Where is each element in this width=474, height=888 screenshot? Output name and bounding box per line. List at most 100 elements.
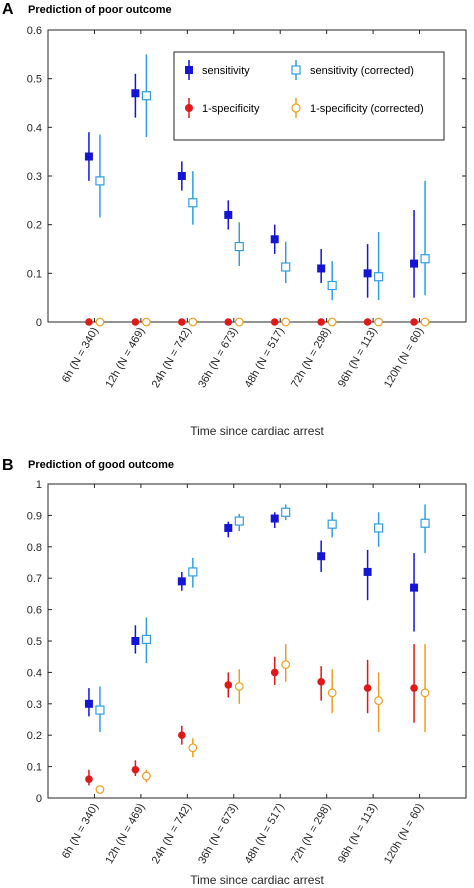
y-tick-label: 0.6 bbox=[27, 605, 42, 617]
sensitivity-corrected--point bbox=[95, 176, 105, 186]
sensitivity-point bbox=[317, 264, 326, 273]
legend-1-specificity-corrected-label: 1-specificity (corrected) bbox=[310, 103, 424, 115]
1-specificity-corrected--point bbox=[95, 317, 105, 327]
x-tick-label: 48h (N = 517) bbox=[243, 802, 287, 867]
1-specificity-corrected--point bbox=[234, 317, 244, 327]
y-tick-label: 0.3 bbox=[27, 171, 42, 183]
panel-b-plot-frame bbox=[47, 483, 467, 799]
sensitivity-point bbox=[224, 523, 233, 532]
sensitivity-corrected--point bbox=[234, 516, 244, 526]
1-specificity-corrected--point bbox=[141, 771, 151, 781]
1-specificity-corrected--point bbox=[95, 785, 105, 794]
x-tick-label: 36h (N = 673) bbox=[196, 326, 240, 391]
y-tick-label: 0.4 bbox=[27, 667, 42, 679]
panel-b-letter: B bbox=[2, 457, 14, 474]
1-specificity-point bbox=[131, 318, 140, 326]
sensitivity-corrected--point bbox=[327, 280, 337, 291]
panel-a: A Prediction of poor outcome 0 0.1 0.2 0.3 0… bbox=[2, 1, 467, 438]
sensitivity-point bbox=[177, 172, 186, 180]
1-specificity-point bbox=[410, 318, 418, 326]
legend-box bbox=[173, 51, 445, 141]
legend-entry-sensitivity-corrected: sensitivity (corrected) bbox=[291, 60, 414, 80]
y-tick-label: 0 bbox=[36, 793, 42, 805]
x-tick-label: 96h (N = 113) bbox=[336, 326, 380, 390]
sensitivity-point bbox=[224, 210, 233, 219]
1-specificity-point bbox=[363, 318, 372, 326]
legend-1-specificity-corrected-marker bbox=[291, 103, 301, 113]
x-tick-label: 12h (N = 469) bbox=[103, 802, 147, 867]
sensitivity-point bbox=[363, 567, 372, 576]
panel-b-title: Prediction of good outcome bbox=[28, 459, 174, 471]
y-tick-label: 0.5 bbox=[27, 74, 42, 86]
x-tick-label: 120h (N = 60) bbox=[382, 802, 426, 867]
y-tick-label: 0.9 bbox=[27, 510, 42, 522]
sensitivity-corrected--point bbox=[281, 507, 291, 517]
1-specificity-corrected--point bbox=[141, 317, 151, 327]
x-tick-label: 72h (N = 298) bbox=[289, 326, 333, 391]
sensitivity-corrected--point bbox=[188, 198, 198, 208]
panel-a-title: Prediction of poor outcome bbox=[28, 4, 172, 16]
x-tick-label: 12h (N = 469) bbox=[103, 326, 147, 391]
x-tick-label: 96h (N = 113) bbox=[336, 802, 380, 866]
sensitivity-corrected--point bbox=[141, 634, 151, 645]
1-specificity-point bbox=[363, 684, 372, 692]
sensitivity-point bbox=[410, 583, 419, 592]
y-tick-label: 0 bbox=[36, 317, 42, 329]
1-specificity-point bbox=[131, 765, 140, 774]
legend-sensitivity-label: sensitivity bbox=[202, 65, 250, 77]
sensitivity-corrected--point bbox=[327, 519, 337, 529]
x-tick-label: 48h (N = 517) bbox=[243, 326, 287, 391]
sensitivity-corrected--point bbox=[374, 272, 384, 282]
sensitivity-corrected--point bbox=[374, 523, 384, 533]
1-specificity-point bbox=[317, 678, 325, 686]
legend-1-specificity-label: 1-specificity bbox=[202, 103, 260, 115]
y-tick-label: 0.6 bbox=[27, 25, 42, 37]
1-specificity-point bbox=[224, 681, 233, 689]
sensitivity-point bbox=[317, 552, 326, 561]
y-tick-label: 0.3 bbox=[27, 699, 42, 711]
sensitivity-point bbox=[270, 514, 279, 523]
y-tick-label: 0.4 bbox=[27, 122, 42, 134]
panel-a-legend: sensitivity sensitivity (corrected) 1-sp… bbox=[173, 51, 445, 141]
x-tick-label: 6h (N = 340) bbox=[60, 802, 101, 861]
sensitivity-corrected--point bbox=[188, 567, 198, 577]
x-tick-label: 120h (N = 60) bbox=[382, 326, 426, 391]
x-tick-label: 24h (N = 742) bbox=[150, 326, 194, 391]
1-specificity-point bbox=[270, 318, 279, 326]
1-specificity-point bbox=[85, 318, 93, 326]
1-specificity-point bbox=[270, 668, 279, 677]
sensitivity-point bbox=[177, 577, 186, 586]
x-tick-label: 24h (N = 742) bbox=[150, 802, 194, 867]
1-specificity-point bbox=[178, 318, 186, 326]
sensitivity-point bbox=[270, 235, 279, 244]
panel-b-x-axis-title: Time since cardiac arrest bbox=[190, 873, 324, 887]
1-specificity-corrected--point bbox=[281, 317, 291, 327]
1-specificity-point bbox=[178, 731, 186, 739]
sensitivity-corrected--point bbox=[95, 705, 105, 715]
sensitivity-point bbox=[131, 637, 140, 645]
y-tick-label: 0.1 bbox=[27, 762, 42, 774]
1-specificity-corrected--point bbox=[188, 317, 198, 327]
legend-sensitivity-corrected-marker bbox=[291, 65, 301, 75]
sensitivity-corrected--point bbox=[234, 241, 244, 252]
sensitivity-point bbox=[410, 259, 419, 268]
x-tick-label: 36h (N = 673) bbox=[196, 802, 240, 867]
y-tick-label: 0.2 bbox=[27, 730, 42, 742]
y-tick-label: 0.2 bbox=[27, 220, 42, 232]
sensitivity-point bbox=[84, 699, 93, 708]
x-tick-label: 72h (N = 298) bbox=[289, 802, 333, 867]
sensitivity-point bbox=[84, 152, 93, 161]
1-specificity-corrected--point bbox=[327, 688, 337, 698]
y-tick-label: 1 bbox=[36, 479, 42, 491]
1-specificity-point bbox=[317, 318, 325, 326]
panel-a-x-axis-title: Time since cardiac arrest bbox=[190, 424, 324, 438]
1-specificity-corrected--point bbox=[234, 682, 244, 691]
legend-1-specificity-marker bbox=[185, 104, 193, 112]
sensitivity-corrected--point bbox=[141, 91, 151, 101]
panel-b: B Prediction of good outcome 0 0.1 0.2 0.3 0… bbox=[2, 457, 467, 887]
1-specificity-corrected--point bbox=[327, 317, 337, 327]
1-specificity-corrected--point bbox=[374, 696, 384, 706]
1-specificity-corrected--point bbox=[420, 317, 430, 327]
y-tick-label: 0.7 bbox=[27, 573, 42, 585]
